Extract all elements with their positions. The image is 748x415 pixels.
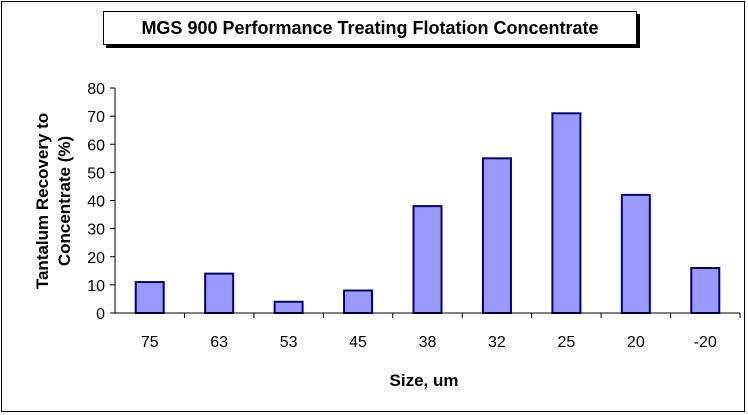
y-tick-label: 50 xyxy=(87,165,105,182)
y-tick-label: 10 xyxy=(87,278,105,295)
x-tick-label: 63 xyxy=(210,334,228,351)
y-axis-title-line: Tantalum Recovery to xyxy=(33,113,52,289)
y-axis-title-line: Concentrate (%) xyxy=(55,136,74,266)
y-tick-label: 70 xyxy=(87,109,105,126)
bar-75 xyxy=(134,281,165,314)
x-tick-label: 25 xyxy=(557,334,575,351)
bar-25 xyxy=(551,112,582,314)
y-tick-label: 0 xyxy=(96,306,105,323)
x-tick-label: 38 xyxy=(419,334,437,351)
y-axis-ticks: 0 10 20 30 40 50 60 70 80 xyxy=(87,81,115,323)
chart-title: MGS 900 Performance Treating Flotation C… xyxy=(141,17,599,38)
x-tick-label: 53 xyxy=(280,334,298,351)
bar-53 xyxy=(273,300,304,314)
y-tick-label: 20 xyxy=(87,250,105,267)
x-tick-label: 75 xyxy=(141,334,159,351)
x-axis-title: Size, um xyxy=(390,371,459,390)
bar-63 xyxy=(204,272,235,314)
y-tick-label: 60 xyxy=(87,137,105,154)
bar-45 xyxy=(343,289,374,314)
bar-20 xyxy=(620,193,651,314)
x-tick-label: -20 xyxy=(694,334,717,351)
x-tick-label: 32 xyxy=(488,334,506,351)
y-tick-label: 30 xyxy=(87,222,105,239)
y-tick-label: 40 xyxy=(87,194,105,211)
bar-32 xyxy=(481,157,512,314)
chart-title-box: MGS 900 Performance Treating Flotation C… xyxy=(103,11,637,45)
x-tick-label: 45 xyxy=(349,334,367,351)
bar-38 xyxy=(412,205,443,314)
x-tick-label: 20 xyxy=(627,334,645,351)
bars xyxy=(134,112,721,314)
y-axis-title: Tantalum Recovery to Concentrate (%) xyxy=(33,113,74,289)
x-axis-ticks: 75 63 53 45 38 32 25 20 -20 xyxy=(141,313,741,351)
bar--20 xyxy=(690,267,721,314)
y-tick-label: 80 xyxy=(87,81,105,98)
